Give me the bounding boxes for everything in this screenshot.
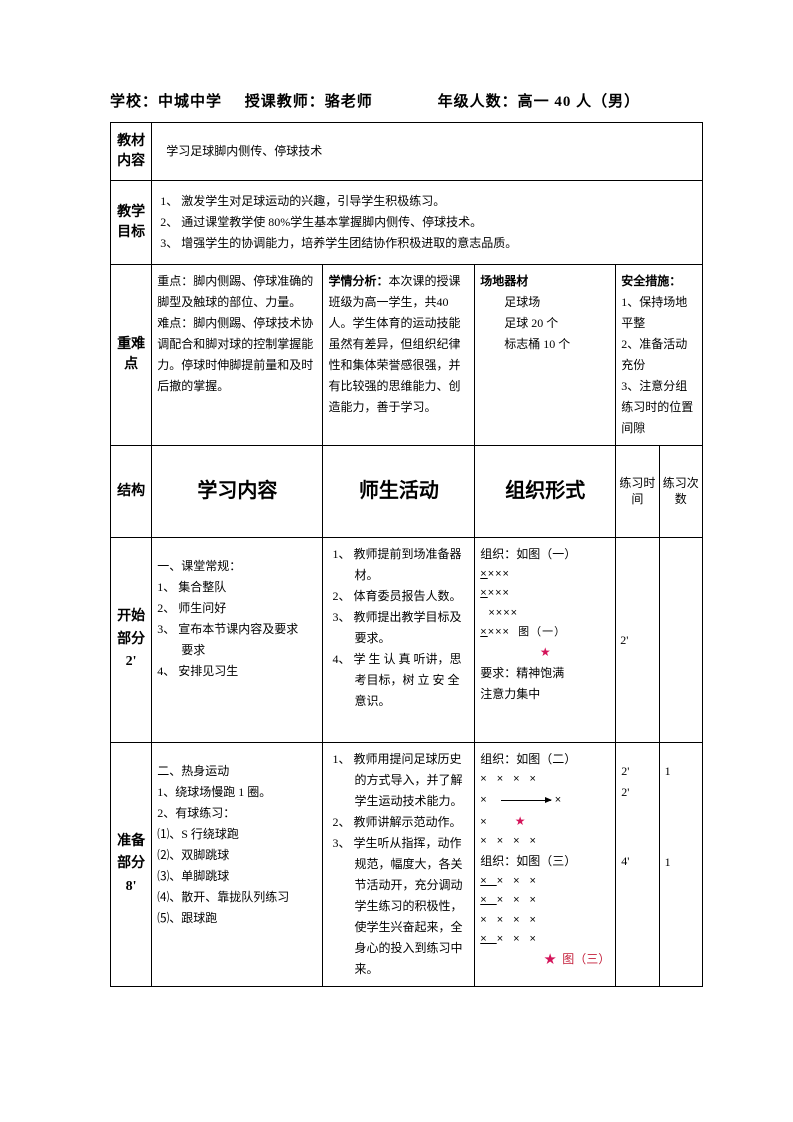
p1-line: 3、 宣布本节课内容及要求	[157, 619, 317, 640]
page-header: 学校：中城中学 授课教师：骆老师 年级人数：高一 40 人（男）	[110, 90, 703, 114]
part1-activity: 1、 教师提前到场准备器材。 2、 体育委员报告人数。 3、 教师提出教学目标及…	[323, 538, 475, 743]
keypoint-label: 重难点	[111, 265, 152, 446]
p1-line: 1、 集合整队	[157, 577, 317, 598]
formation-row: ××××	[480, 930, 610, 949]
p2-line: ⑶、单脚跳球	[157, 866, 317, 887]
fig-label: 图（一）	[518, 626, 566, 638]
formation-row: ××××	[480, 911, 610, 930]
p2-act: 2、 教师讲解示范动作。	[332, 812, 469, 833]
formation-row: ××××	[480, 770, 610, 789]
p2-line: 2、有球练习：	[157, 803, 317, 824]
formation-row: ××××	[480, 584, 610, 603]
formation-row: ××××	[480, 891, 610, 910]
p1-line: 4、 安排见习生	[157, 661, 317, 682]
p1-act: 4、 学 生 认 真 听讲，思考目标，树 立 安 全 意识。	[332, 649, 469, 712]
school-label: 学校：	[110, 90, 158, 114]
part1-content: 一、课堂常规： 1、 集合整队 2、 师生问好 3、 宣布本节课内容及要求 要求…	[152, 538, 323, 743]
star-icon: ★	[515, 814, 526, 828]
p2-line: ⑸、跟球跑	[157, 908, 317, 929]
p2-line: 1、绕球场慢跑 1 圈。	[157, 782, 317, 803]
goal-line: 3、 增强学生的协调能力，培养学生团结协作积极进取的意志品质。	[160, 233, 694, 254]
table-row: 教学目标 1、 激发学生对足球运动的兴趣，引导学生积极练习。 2、 通过课堂教学…	[111, 181, 703, 265]
safety-text: 1、保持场地平整 2、准备活动充份 3、注意分组练习时的位置间隙	[621, 292, 697, 439]
structure-label: 结构	[111, 446, 152, 538]
p2-time-col: 2' 2' 4'	[616, 743, 659, 987]
col-time-header: 练习时间	[616, 446, 659, 538]
analysis-cell: 学情分析：本次课的授课班级为高一学生，共40 人。学生体育的运动技能虽然有差异，…	[323, 265, 475, 446]
p2-line: 二、热身运动	[157, 761, 317, 782]
p1-time: 2'	[616, 538, 659, 743]
col-activity-header: 师生活动	[323, 446, 475, 538]
school: 中城中学	[158, 90, 222, 114]
p1-req2: 注意力集中	[480, 684, 610, 705]
part2-label: 准备部分8'	[111, 743, 152, 987]
p1-count	[659, 538, 702, 743]
p1-act: 2、 体育委员报告人数。	[332, 586, 469, 607]
part1-label: 开始部分2'	[111, 538, 152, 743]
table-row: 重难点 重点：脚内侧踢、停球准确的脚型及触球的部位、力量。 难点：脚内侧踢、停球…	[111, 265, 703, 446]
formation-row: ××××	[480, 832, 610, 851]
analysis-title: 学情分析：	[328, 274, 388, 288]
p2-time: 2'	[621, 782, 653, 803]
p2-line: ⑷、散开、靠拢队列练习	[157, 887, 317, 908]
p2-act: 1、 教师用提问足球历史的方式导入，并了解学生运动技术能力。	[332, 749, 469, 812]
formation-row: ××××	[480, 872, 610, 891]
p1-req: 要求：精神饱满	[480, 663, 610, 684]
col-content-header: 学习内容	[152, 446, 323, 538]
formation-row: ××××	[480, 565, 610, 584]
fig3-label: ★ 图（三）	[480, 949, 610, 970]
part2-form: 组织：如图（二） ×××× ×× × ★ ×××× 组织：如图（三） ×××× …	[475, 743, 616, 987]
table-row: 结构 学习内容 师生活动 组织形式 练习时间 练习次数	[111, 446, 703, 538]
p1-form-title: 组织：如图（一）	[480, 544, 610, 565]
safety-cell: 安全措施： 1、保持场地平整 2、准备活动充份 3、注意分组练习时的位置间隙	[616, 265, 703, 446]
p2-form-title2: 组织：如图（三）	[480, 851, 610, 872]
p2-act: 3、 学生听从指挥，动作规范，幅度大，各关节活动开，充分调动学生练习的积极性，使…	[332, 833, 469, 980]
table-row: 开始部分2' 一、课堂常规： 1、 集合整队 2、 师生问好 3、 宣布本节课内…	[111, 538, 703, 743]
goal-line: 1、 激发学生对足球运动的兴趣，引导学生积极练习。	[160, 191, 694, 212]
goal-label: 教学目标	[111, 181, 152, 265]
p2-form-title: 组织：如图（二）	[480, 749, 610, 770]
analysis-text: 本次课的授课班级为高一学生，共40 人。学生体育的运动技能虽然有差异，但组织纪律…	[328, 274, 460, 414]
p1-act: 3、 教师提出教学目标及要求。	[332, 607, 469, 649]
p2-count-col: 1 1	[659, 743, 702, 987]
part1-form: 组织：如图（一） ×××× ×××× ×××× ×××× 图（一） ★ 要求：精…	[475, 538, 616, 743]
field-cell: 场地器材 足球场 足球 20 个 标志桶 10 个	[475, 265, 616, 446]
arrow-icon	[501, 800, 551, 801]
teacher-label: 授课教师：	[245, 90, 325, 114]
safety-title: 安全措施：	[621, 271, 697, 292]
p2-time: 2'	[621, 761, 653, 782]
formation-row: ××××	[480, 604, 610, 623]
p1-act: 1、 教师提前到场准备器材。	[332, 544, 469, 586]
keypoint-content: 重点：脚内侧踢、停球准确的脚型及触球的部位、力量。 难点：脚内侧踢、停球技术协调…	[152, 265, 323, 446]
p1-line: 一、课堂常规：	[157, 556, 317, 577]
lesson-plan-table: 教材内容 学习足球脚内侧传、停球技术 教学目标 1、 激发学生对足球运动的兴趣，…	[110, 122, 703, 987]
material-content: 学习足球脚内侧传、停球技术	[152, 123, 703, 181]
p2-time: 4'	[621, 851, 653, 872]
p2-line: ⑵、双脚跳球	[157, 845, 317, 866]
goal-line: 2、 通过课堂教学使 80%学生基本掌握脚内侧传、停球技术。	[160, 212, 694, 233]
teacher: 骆老师	[325, 90, 373, 114]
field-text: 足球场 足球 20 个 标志桶 10 个	[480, 292, 610, 355]
class-label: 年级人数：	[438, 90, 518, 114]
star-icon: ★	[480, 642, 610, 663]
field-title: 场地器材	[480, 271, 610, 292]
p1-line: 2、 师生问好	[157, 598, 317, 619]
part2-activity: 1、 教师用提问足球历史的方式导入，并了解学生运动技术能力。 2、 教师讲解示范…	[323, 743, 475, 987]
table-row: 准备部分8' 二、热身运动 1、绕球场慢跑 1 圈。 2、有球练习： ⑴、S 行…	[111, 743, 703, 987]
p2-line: ⑴、S 行绕球跑	[157, 824, 317, 845]
col-count-header: 练习次数	[659, 446, 702, 538]
class-info: 高一 40 人（男）	[518, 90, 641, 114]
star-icon: ★	[544, 952, 556, 966]
material-label: 教材内容	[111, 123, 152, 181]
p2-count: 1	[665, 852, 697, 873]
table-row: 教材内容 学习足球脚内侧传、停球技术	[111, 123, 703, 181]
p2-count: 1	[665, 761, 697, 782]
col-form-header: 组织形式	[475, 446, 616, 538]
goal-content: 1、 激发学生对足球运动的兴趣，引导学生积极练习。 2、 通过课堂教学使 80%…	[152, 181, 703, 265]
part2-content: 二、热身运动 1、绕球场慢跑 1 圈。 2、有球练习： ⑴、S 行绕球跑 ⑵、双…	[152, 743, 323, 987]
formation-row: × ★	[480, 811, 610, 832]
formation-arrow: ××	[480, 789, 610, 810]
formation-row: ×××× 图（一）	[480, 623, 610, 642]
